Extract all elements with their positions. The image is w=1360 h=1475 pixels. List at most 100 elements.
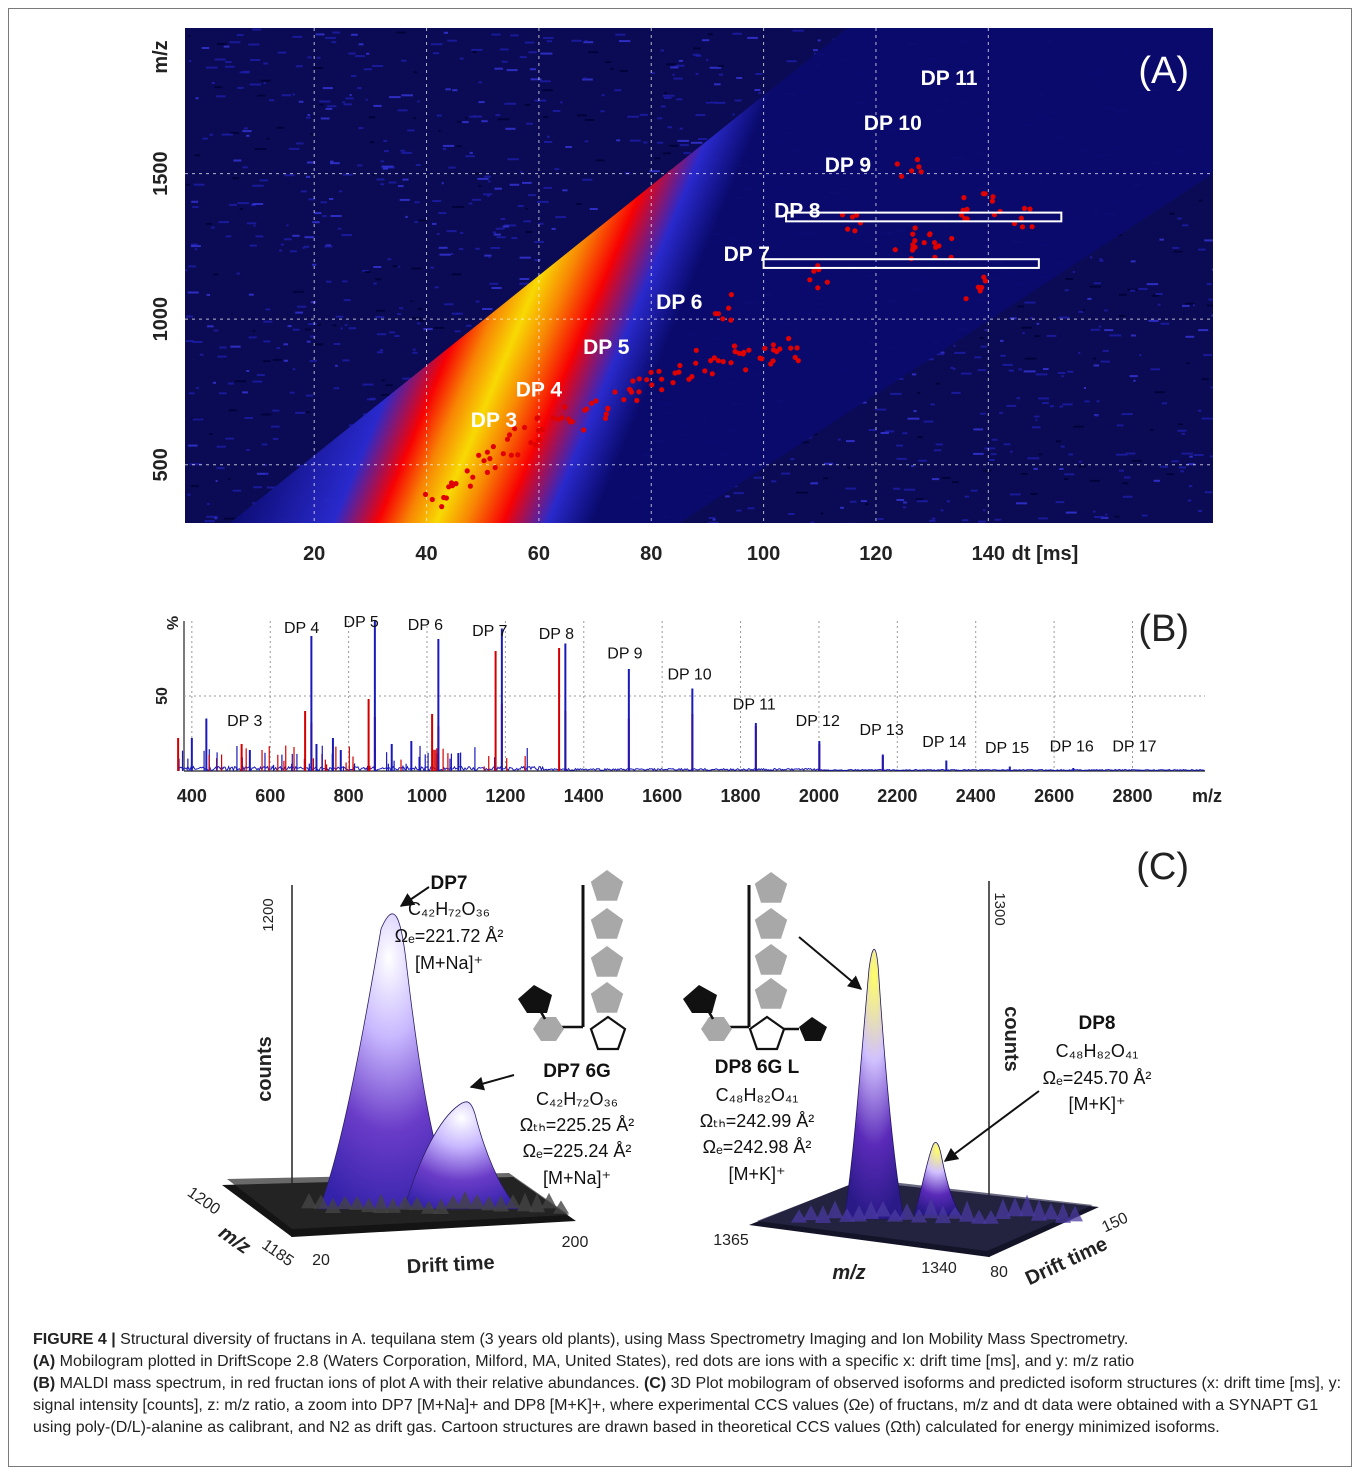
panel-c-label: (C) (1136, 846, 1189, 888)
dp7-6g-name: DP7 6G (543, 1061, 611, 1082)
dp7-6g-ccs-th: Ωₜₕ=225.25 Å² (520, 1115, 635, 1135)
red-dot (770, 347, 777, 353)
red-dot (815, 285, 821, 291)
red-dot (670, 380, 676, 386)
red-dot (453, 481, 459, 487)
red-dot (539, 426, 546, 432)
red-dot (490, 444, 496, 450)
heatmap-x-tick: 80 (640, 543, 662, 565)
red-dot (534, 415, 540, 421)
dp8-6gl-name: DP8 6G L (715, 1057, 800, 1078)
spectrum-label-dp15: DP 15 (985, 740, 1029, 757)
heatmap-x-tick: 40 (415, 543, 437, 565)
dp-label-dp8: DP 8 (774, 199, 821, 222)
red-dot (732, 349, 738, 355)
left-mz-tick-1185: 1185 (259, 1236, 297, 1270)
red-dot (912, 238, 918, 244)
red-dot (1029, 224, 1035, 230)
dp-label-dp6: DP 6 (656, 291, 702, 314)
red-dot (1019, 224, 1026, 230)
red-dot (686, 376, 692, 382)
spectrum-label-dp5: DP 5 (344, 614, 379, 631)
red-dot (581, 427, 587, 433)
panel-b-label: (B) (1138, 608, 1189, 650)
spectrum-label-dp16: DP 16 (1050, 739, 1094, 756)
spectrum-x-ticks: 400 600 800 1000 1200 1400 1600 1800 2000 2200 240… (177, 786, 1153, 806)
red-dot (715, 311, 722, 317)
dp-annotations-b: DP 3 DP 4 DP 5 DP 6 DP 7 DP 8 DP 9 DP 10 DP 11 DP… (227, 614, 1157, 757)
terminal-fructose-right (799, 1017, 827, 1041)
spectrum-x-tick: 2400 (956, 786, 996, 806)
red-dot (603, 411, 609, 417)
red-dot (728, 360, 734, 366)
red-dot (708, 358, 714, 364)
caption-c-text: 3D Plot mobilogram of observed isoforms … (33, 1375, 1342, 1436)
right-z-label: counts (1000, 1006, 1022, 1072)
red-dot (636, 376, 642, 382)
red-dot (949, 235, 955, 242)
red-dot (649, 382, 655, 388)
red-dot (605, 405, 611, 411)
red-dot (672, 370, 678, 376)
hexose-hexagon (701, 1017, 732, 1041)
red-dot (443, 495, 449, 501)
dp8-adduct: [M+K]⁺ (1068, 1094, 1125, 1114)
heatmap-grid (185, 28, 1213, 523)
red-dot (811, 268, 817, 274)
red-dot (422, 491, 429, 497)
spectrum-label-dp10: DP 10 (668, 667, 712, 684)
red-dot (467, 483, 473, 489)
red-dot (476, 452, 482, 458)
left-3d-plot: 1200 counts 1200 1185 m/z 20 200 Drift t… (184, 885, 588, 1278)
right-dt-tick-80: 80 (990, 1264, 1008, 1281)
red-dot (807, 277, 813, 283)
panel-c-3d-plots: (C) 1200 counts 1200 1185 m/z 20 200 Dri… (184, 846, 1189, 1290)
figure-frame: DP 3 DP 4 DP 5 DP 6 DP 7 DP 8 DP 9 DP 10 DP 11 (… (8, 8, 1352, 1467)
red-dot (630, 378, 636, 384)
spectrum-x-tick: 1800 (721, 786, 761, 806)
dp8-6gl-ccs-e: Ωₑ=242.98 Å² (703, 1137, 812, 1157)
red-dot (989, 198, 996, 204)
glucose-ring (748, 1015, 786, 1051)
dp8-6gl-formula: C₄₈H₈₂O₄₁ (716, 1085, 799, 1105)
red-dot (659, 387, 665, 393)
dp8-6gl-label-block: DP8 6G L C₄₈H₈₂O₄₁ Ωₜₕ=242.99 Å² Ωₑ=242.… (700, 1057, 815, 1184)
red-dot (746, 347, 752, 353)
red-dot (931, 240, 938, 246)
red-dot (612, 389, 618, 395)
caption-c-label: (C) (643, 1375, 667, 1392)
red-dot (715, 358, 722, 364)
red-dot (731, 343, 738, 349)
figure-caption: FIGURE 4 | Structural diversity of fruct… (33, 1329, 1349, 1439)
spectrum-y-tick-50: 50 (154, 687, 171, 705)
heatmap-x-tick: 20 (303, 543, 325, 565)
red-dot (981, 274, 987, 280)
spectrum-label-dp17: DP 17 (1112, 739, 1156, 756)
spectrum-x-tick: 1600 (642, 786, 682, 806)
heatmap-y-label: m/z (150, 40, 172, 73)
right-dt-label: Drift time (1022, 1233, 1111, 1290)
red-dot (720, 359, 726, 365)
red-dot (470, 474, 476, 480)
red-dot (849, 214, 856, 220)
red-dot (648, 369, 654, 375)
red-dot (794, 345, 800, 351)
red-dot (621, 397, 627, 403)
dp-label-dp3: DP 3 (471, 409, 517, 432)
red-dot (636, 389, 642, 395)
red-dot (910, 231, 916, 237)
red-dot (980, 191, 987, 197)
panel-a-heatmap: DP 3 DP 4 DP 5 DP 6 DP 7DP 8DP 9 DP 10 DP 11 (… (150, 28, 1213, 565)
red-dot (448, 480, 455, 486)
red-dot (677, 362, 683, 369)
dp-annotations-a: DP 3 DP 4 DP 5 DP 6 DP 7DP 8DP 9 DP 10 DP 11 (471, 67, 978, 432)
red-dot (484, 469, 490, 475)
red-dot (429, 496, 435, 503)
heatmap-x-tick: 60 (528, 543, 550, 565)
red-dot (726, 305, 732, 311)
hexose-hexagon (533, 1017, 564, 1041)
red-dot (1027, 206, 1033, 212)
dp7-label-block: DP7 C₄₂H₇₂O₃₆ Ωₑ=221.72 Å² [M+Na]⁺ (395, 873, 504, 973)
heatmap-x-tick: 100 (747, 543, 780, 565)
dp-label-dp10: DP 10 (864, 112, 922, 135)
